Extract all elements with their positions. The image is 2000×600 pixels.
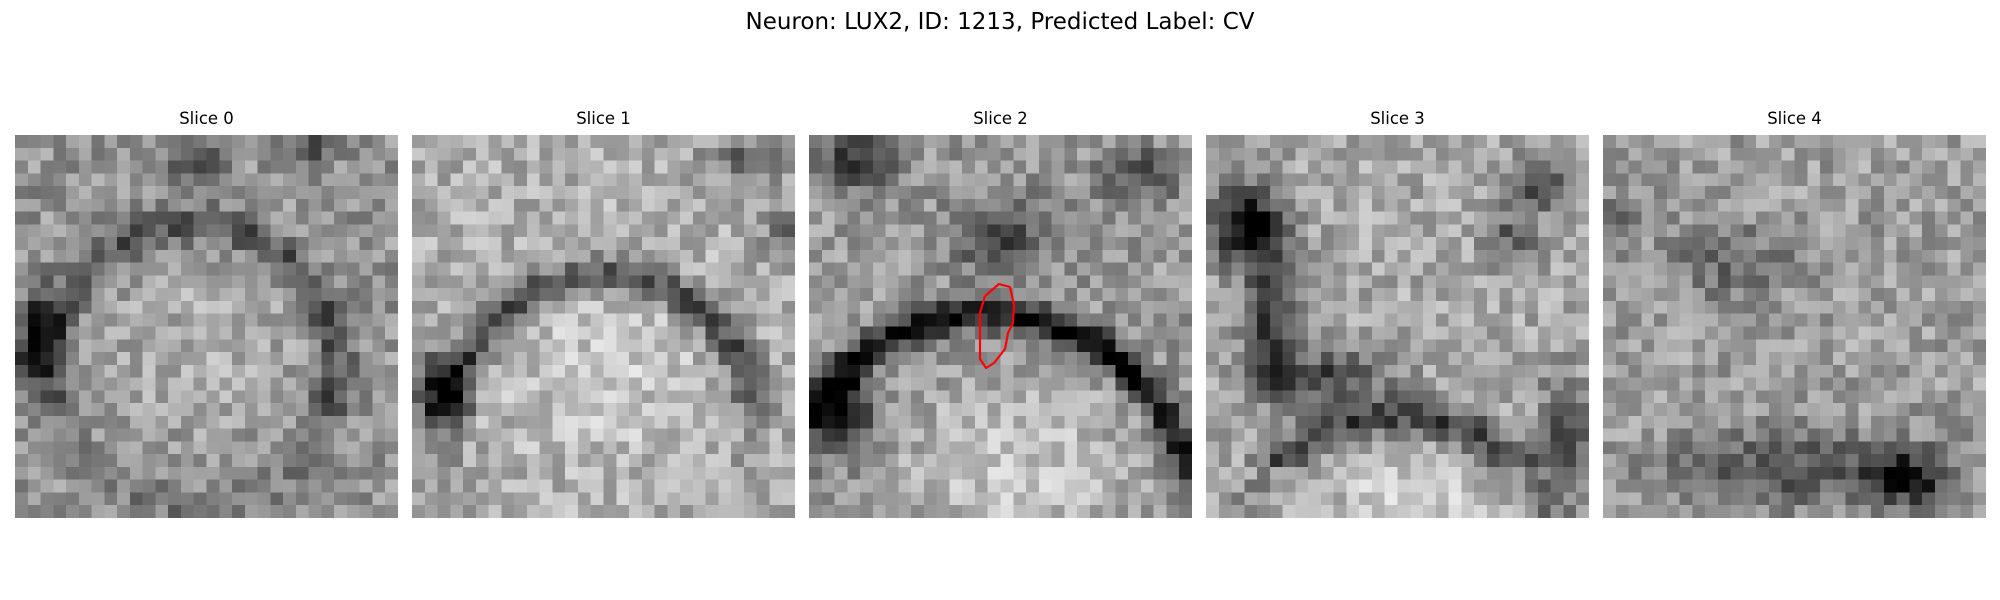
grayscale-texture bbox=[15, 135, 398, 518]
slice-image bbox=[1603, 135, 1986, 518]
slice-image bbox=[15, 135, 398, 518]
grayscale-texture bbox=[1206, 135, 1589, 518]
grayscale-texture bbox=[412, 135, 795, 518]
slice-image bbox=[1206, 135, 1589, 518]
grayscale-texture bbox=[1603, 135, 1986, 518]
slice-title: Slice 2 bbox=[973, 109, 1028, 128]
segmentation-outline bbox=[978, 282, 1016, 370]
outline-contour bbox=[978, 282, 1016, 370]
slice-image bbox=[809, 135, 1192, 518]
grayscale-texture bbox=[809, 135, 1192, 518]
slice-title: Slice 4 bbox=[1767, 109, 1822, 128]
slice-title: Slice 0 bbox=[179, 109, 234, 128]
slice-image bbox=[412, 135, 795, 518]
slice-title: Slice 3 bbox=[1370, 109, 1425, 128]
figure-title: Neuron: LUX2, ID: 1213, Predicted Label:… bbox=[745, 9, 1255, 35]
slice-title: Slice 1 bbox=[576, 109, 631, 128]
